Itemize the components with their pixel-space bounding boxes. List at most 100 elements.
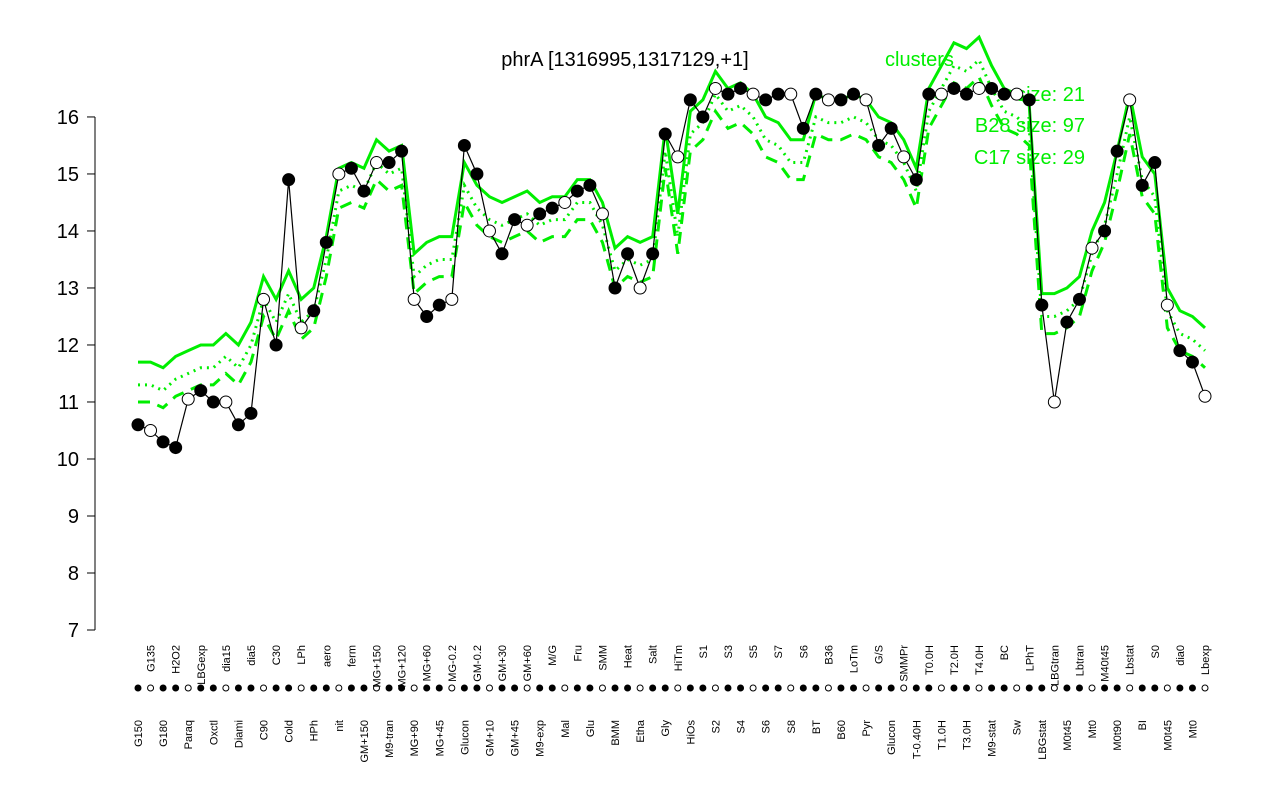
y-tick-label: 7	[68, 620, 79, 642]
data-point	[194, 384, 208, 398]
x-tick-label: T2.0H	[949, 645, 961, 675]
rug-dot	[586, 684, 594, 692]
rug-dot	[134, 684, 142, 692]
rug-dot	[285, 684, 293, 692]
x-tick-label: GM-0.2	[472, 645, 484, 682]
x-tick-label: H2O2	[171, 645, 183, 674]
data-point	[759, 93, 773, 107]
data-point	[934, 87, 948, 101]
rug-dot	[147, 684, 155, 692]
rug-dot	[950, 684, 958, 692]
rug-dot	[1025, 684, 1033, 692]
x-tick-label: Mt0	[1087, 720, 1099, 738]
data-point	[947, 81, 961, 95]
rug-dot	[234, 684, 242, 692]
x-tick-label: Pyr	[861, 720, 873, 737]
x-tick-label: HPh	[309, 720, 321, 741]
x-tick-label: Cold	[284, 720, 296, 743]
rug-dot	[711, 684, 719, 692]
x-tick-label: LPhT	[1024, 645, 1036, 672]
data-point	[470, 167, 484, 181]
data-point	[859, 93, 873, 107]
x-tick-label: Glucon	[459, 720, 471, 755]
rug-dot	[561, 684, 569, 692]
rug-dot	[184, 684, 192, 692]
rug-dot	[749, 684, 757, 692]
rug-dot	[737, 684, 745, 692]
rug-dot	[435, 684, 443, 692]
data-point	[671, 150, 685, 164]
x-tick-label: LPh	[296, 645, 308, 665]
data-point	[307, 304, 321, 318]
data-point	[1148, 156, 1162, 170]
data-point	[457, 138, 471, 152]
x-tick-label: C90	[259, 720, 271, 740]
rug-dot	[511, 684, 519, 692]
rug-dot	[624, 684, 632, 692]
rug-dot	[573, 684, 581, 692]
rug-dot	[636, 684, 644, 692]
x-tick-label: Sw	[1012, 720, 1024, 735]
data-point	[520, 218, 534, 232]
x-tick-label: dia0	[1175, 645, 1187, 666]
rug-dot	[335, 684, 343, 692]
x-tick-label: Glucon	[886, 720, 898, 755]
rug-dot	[611, 684, 619, 692]
rug-dot	[523, 684, 531, 692]
data-line	[137, 87, 1206, 449]
data-point	[621, 247, 635, 261]
rug-dot	[197, 684, 205, 692]
data-point	[746, 87, 760, 101]
rug-dot	[875, 684, 883, 692]
data-point	[181, 392, 195, 406]
data-point	[432, 298, 446, 312]
x-tick-label: aero	[321, 645, 333, 667]
rug-dot	[1101, 684, 1109, 692]
rug-dot	[260, 684, 268, 692]
rug-dot	[724, 684, 732, 692]
x-tick-label: T4.0H	[974, 645, 986, 675]
y-tick-label: 10	[57, 449, 79, 471]
y-tick-label: 15	[57, 164, 79, 186]
x-tick-label: S3	[723, 645, 735, 658]
data-point	[1173, 344, 1187, 358]
y-tick-label: 8	[68, 563, 79, 585]
data-point	[169, 441, 183, 455]
rug-dot	[799, 684, 807, 692]
x-tick-label: S6	[798, 645, 810, 658]
rug-dot	[1188, 684, 1196, 692]
y-tick-label: 16	[57, 107, 79, 129]
x-tick-label: G150	[133, 720, 145, 747]
data-point	[834, 93, 848, 107]
rug-dot	[310, 684, 318, 692]
data-point	[1185, 355, 1199, 369]
data-point	[897, 150, 911, 164]
x-tick-label: Lbexp	[1200, 645, 1212, 675]
data-point	[370, 156, 384, 170]
data-point	[922, 87, 936, 101]
y-tick-label: 9	[68, 506, 79, 528]
x-tick-label: MG-0.2	[447, 645, 459, 682]
rug-dot	[1013, 684, 1021, 692]
rug-dot	[962, 684, 970, 692]
data-point	[796, 121, 810, 135]
data-point	[1010, 87, 1024, 101]
data-point	[1160, 298, 1174, 312]
data-point	[1060, 315, 1074, 329]
rug-dot	[887, 684, 895, 692]
data-point	[696, 110, 710, 124]
rug-dot	[297, 684, 305, 692]
x-tick-label: Lbstat	[1125, 645, 1137, 675]
rug-dot	[774, 684, 782, 692]
cluster-line	[138, 74, 1207, 410]
rug-dot	[762, 684, 770, 692]
data-point	[821, 93, 835, 107]
x-tick-label: LBGtran	[1049, 645, 1061, 686]
x-tick-label: B36	[823, 645, 835, 665]
rug-dot	[1050, 684, 1058, 692]
x-tick-label: Oxctl	[208, 720, 220, 745]
x-tick-label: Lbtran	[1074, 645, 1086, 676]
x-tick-label: Salt	[648, 645, 660, 664]
y-tick-label: 13	[57, 278, 79, 300]
x-tick-label: Fru	[572, 645, 584, 662]
